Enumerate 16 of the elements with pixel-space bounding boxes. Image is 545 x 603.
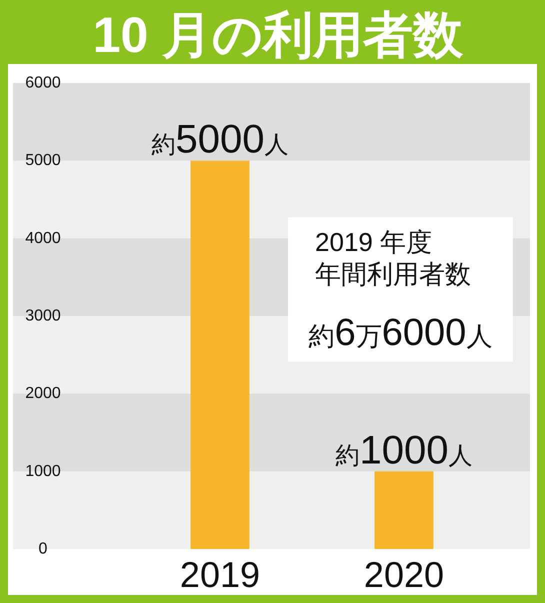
y-tick-label: 5000 [25, 152, 61, 170]
chart-title: 10 月の利用者数 [92, 7, 464, 63]
annotation: 年間利用者数 [315, 259, 472, 290]
y-tick-label: 3000 [25, 308, 61, 324]
y-tick-label: 4000 [25, 230, 61, 247]
data-label: 約5000人 [151, 118, 288, 162]
data-label: 約1000人 [335, 428, 472, 472]
y-tick-label: 0 [38, 540, 48, 558]
y-tick-label: 1000 [25, 462, 61, 480]
y-tick-label: 6000 [25, 74, 61, 92]
y-tick-label: 2000 [25, 385, 61, 402]
note: 2019 年度 年間利用者数 約6万6000人 [288, 217, 513, 362]
annotation: 約6万6000人 [308, 312, 492, 354]
annotation: 2019 年度 [315, 227, 432, 258]
x-tick-label: 2019 [180, 554, 260, 595]
x-tick-label: 2020 [364, 554, 444, 595]
